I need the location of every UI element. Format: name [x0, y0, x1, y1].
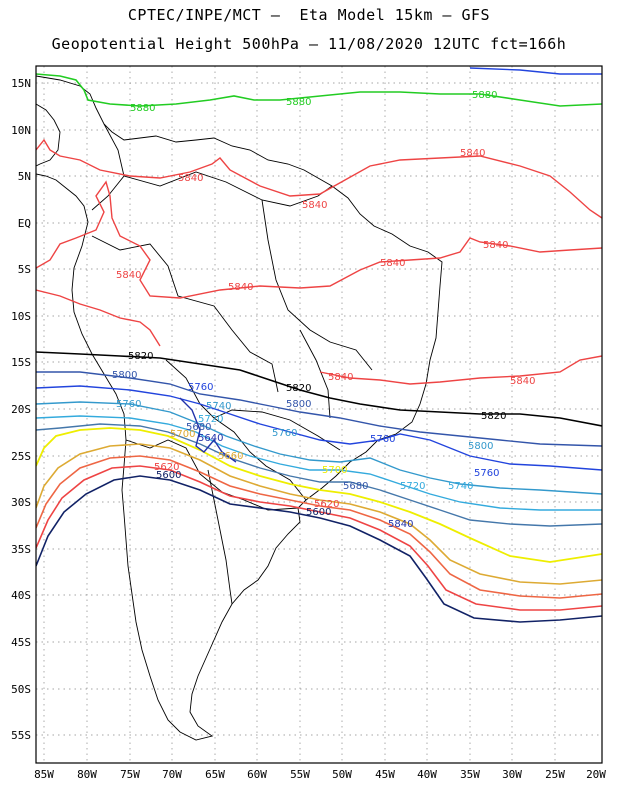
- lat-label: 40S: [11, 589, 31, 602]
- lon-label: 25W: [545, 768, 565, 781]
- contour-label: 5760: [474, 468, 499, 479]
- lon-label: 30W: [502, 768, 522, 781]
- lat-label: 25S: [11, 450, 31, 463]
- lon-label: 65W: [205, 768, 225, 781]
- contour-label: 5660: [218, 451, 243, 462]
- contour-label: 5840: [388, 519, 413, 530]
- contour-label: 5620: [314, 499, 339, 510]
- contour-label: 5840: [228, 282, 253, 293]
- lat-label: 20S: [11, 403, 31, 416]
- lon-label: 80W: [77, 768, 97, 781]
- lat-label: 15N: [11, 77, 31, 90]
- map-subtitle: Geopotential Height 500hPa – 11/08/2020 …: [51, 35, 567, 53]
- contour-label: 5600: [306, 507, 331, 518]
- lon-label: 60W: [247, 768, 267, 781]
- contour-5880: [36, 73, 602, 107]
- contour-label: 5840: [302, 200, 327, 211]
- lat-label: 10S: [11, 310, 31, 323]
- lon-label: 50W: [332, 768, 352, 781]
- lat-axis: 15N 10N 5N EQ 5S 10S 15S 20S 25S 30S 35S…: [11, 77, 31, 742]
- contour-label: 5800: [468, 441, 493, 452]
- contour-5820: [36, 351, 602, 427]
- contour-label: 5740: [448, 481, 473, 492]
- lon-label: 75W: [120, 768, 140, 781]
- contour-label: 5700: [322, 465, 347, 476]
- contour-label: 5840: [178, 173, 203, 184]
- map-frame: [35, 65, 603, 764]
- lat-label: 35S: [11, 543, 31, 556]
- lon-label: 20W: [586, 768, 606, 781]
- contour-label: 5880: [286, 97, 311, 108]
- lat-label: 55S: [11, 729, 31, 742]
- contour-label: 5600: [156, 470, 181, 481]
- contour-label: 5700: [170, 429, 195, 440]
- lon-label: 85W: [34, 768, 54, 781]
- lat-label: 10N: [11, 124, 31, 137]
- lat-label: EQ: [18, 217, 31, 230]
- lon-label: 40W: [417, 768, 437, 781]
- contour-label: 5680: [343, 481, 368, 492]
- contour-label: 5880: [130, 103, 155, 114]
- lat-label: 30S: [11, 496, 31, 509]
- contour-label: 5720: [198, 414, 223, 425]
- contour-label: 5840: [460, 148, 485, 159]
- lat-label: 5N: [18, 170, 31, 183]
- contour-5840: [36, 138, 602, 219]
- lat-label: 15S: [11, 356, 31, 369]
- graticule: [36, 66, 602, 763]
- contour-label: 5820: [481, 411, 506, 422]
- contour-label: 5640: [198, 433, 223, 444]
- contour-label: 5740: [206, 401, 231, 412]
- contour-label: 5840: [328, 372, 353, 383]
- coastline: [36, 75, 443, 741]
- contour-label: 5760: [272, 428, 297, 439]
- contour-label: 5840: [116, 270, 141, 281]
- contour-label: 5720: [400, 481, 425, 492]
- contour-label: 5620: [154, 462, 179, 473]
- contour-label: 5760: [116, 399, 141, 410]
- lon-axis: 85W 80W 75W 70W 65W 60W 55W 50W 45W 40W …: [34, 768, 606, 781]
- lon-label: 70W: [162, 768, 182, 781]
- contour-label: 5820: [286, 383, 311, 394]
- lat-label: 5S: [18, 263, 31, 276]
- lon-label: 35W: [460, 768, 480, 781]
- contour-label: 5760: [188, 382, 213, 393]
- contour-label: 5840: [483, 240, 508, 251]
- lon-label: 45W: [375, 768, 395, 781]
- contour-label: 5840: [380, 258, 405, 269]
- lat-label: 45S: [11, 636, 31, 649]
- contour-label: 5880: [472, 90, 497, 101]
- contour-label: 5800: [286, 399, 311, 410]
- contour-label: 5840: [510, 376, 535, 387]
- contour-label: 5820: [128, 351, 153, 362]
- contour-label: 5680: [186, 422, 211, 433]
- contour-label: 5760: [370, 434, 395, 445]
- contour-label: 5800: [112, 370, 137, 381]
- map-title: CPTEC/INPE/MCT – Eta Model 15km – GFS: [127, 6, 491, 24]
- lon-label: 55W: [290, 768, 310, 781]
- lat-label: 50S: [11, 683, 31, 696]
